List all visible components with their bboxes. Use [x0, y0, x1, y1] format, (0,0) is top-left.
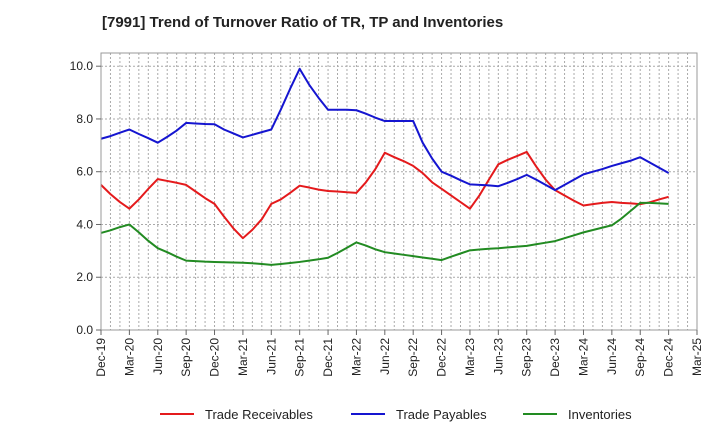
x-tick-label: Dec-22: [435, 338, 449, 377]
series-line-trade-receivables: [100, 150, 669, 240]
x-tick-label: Jun-20: [151, 338, 165, 375]
x-tick-label: Dec-23: [548, 338, 562, 377]
chart-title: [7991] Trend of Turnover Ratio of TR, TP…: [102, 14, 504, 31]
legend-label: Inventories: [568, 407, 632, 422]
y-tick-label: 10.0: [70, 59, 94, 73]
y-tick-label: 4.0: [76, 217, 93, 231]
x-tick-label: Jun-24: [605, 338, 619, 375]
x-tick-label: Mar-22: [349, 338, 363, 376]
x-tick-label: Sep-20: [179, 338, 193, 377]
x-tick-label: Mar-21: [236, 338, 250, 376]
y-tick-label: 8.0: [76, 112, 93, 126]
plot-frame: [100, 52, 698, 331]
x-tick-label: Dec-20: [208, 338, 222, 377]
series-lines: [100, 67, 670, 266]
x-tick-label: Dec-21: [321, 338, 335, 377]
x-axis: Dec-19 Mar-20 Jun-20 Sep-20 Dec-20 Mar-21 Jun-…: [94, 330, 704, 377]
x-tick-label: Sep-23: [520, 338, 534, 377]
y-tick-label: 0.0: [76, 323, 93, 337]
x-tick-label: Mar-20: [122, 338, 136, 376]
x-tick-label: Dec-24: [662, 338, 676, 377]
y-axis: 0.0 2.0 4.0 6.0 8.0 10.0: [70, 59, 101, 337]
y-tick-label: 6.0: [76, 165, 93, 179]
y-tick-label: 2.0: [76, 270, 93, 284]
series-line-inventories: [100, 201, 669, 266]
legend-label: Trade Receivables: [205, 407, 313, 422]
legend-label: Trade Payables: [396, 407, 487, 422]
x-tick-label: Mar-24: [576, 338, 590, 376]
x-tick-label: Jun-21: [264, 338, 278, 375]
legend: Trade Receivables Trade Payables Inventori…: [160, 407, 632, 422]
x-tick-label: Jun-23: [491, 338, 505, 375]
plot-area: [101, 53, 697, 330]
x-tick-label: Mar-25: [690, 338, 704, 376]
x-tick-label: Sep-22: [406, 338, 420, 377]
x-tick-label: Sep-24: [633, 338, 647, 377]
series-line-trade-payables: [100, 67, 670, 192]
x-tick-label: Sep-21: [293, 338, 307, 377]
x-tick-label: Dec-19: [94, 338, 108, 377]
x-tick-label: Jun-22: [378, 338, 392, 375]
x-tick-label: Mar-23: [463, 338, 477, 376]
